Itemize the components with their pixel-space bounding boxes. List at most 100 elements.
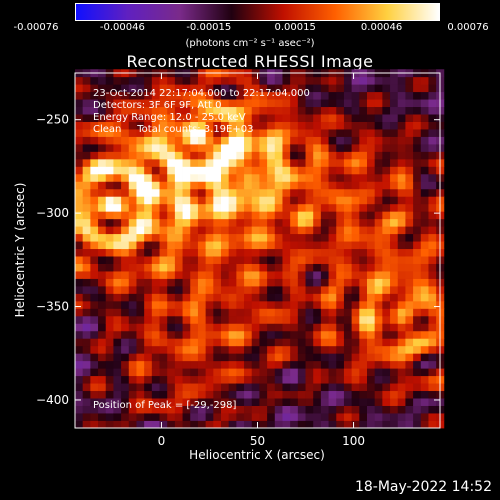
heatmap-cell xyxy=(82,323,91,332)
heatmap-cell xyxy=(151,121,160,130)
heatmap-cell xyxy=(267,76,276,85)
heatmap-cell xyxy=(197,248,207,257)
heatmap-cell xyxy=(144,211,153,220)
heatmap-cell xyxy=(390,330,399,339)
heatmap-cell xyxy=(405,196,414,205)
heatmap-cell xyxy=(359,405,368,414)
heatmap-cell xyxy=(128,144,137,152)
heatmap-cell xyxy=(351,144,360,152)
heatmap-cell xyxy=(405,390,414,399)
heatmap-cell xyxy=(313,241,322,250)
heatmap-cell xyxy=(367,121,376,130)
heatmap-cell xyxy=(197,278,207,287)
heatmap-cell xyxy=(313,413,322,421)
heatmap-cell xyxy=(320,353,329,362)
heatmap-cell xyxy=(113,218,122,227)
heatmap-cell xyxy=(190,151,199,160)
heatmap-cell xyxy=(397,330,406,339)
heatmap-cell xyxy=(90,353,99,362)
heatmap-cell xyxy=(336,181,345,190)
heatmap-cell xyxy=(182,398,191,406)
heatmap-cell xyxy=(390,368,399,377)
heatmap-cell xyxy=(128,368,137,377)
heatmap-cell xyxy=(236,308,245,317)
heatmap-cell xyxy=(328,188,337,197)
heatmap-cell xyxy=(151,196,160,205)
heatmap-cell xyxy=(420,308,429,317)
heatmap-cell xyxy=(336,241,345,250)
heatmap-cell xyxy=(121,76,130,85)
heatmap-cell xyxy=(221,106,230,115)
heatmap-cell xyxy=(213,129,222,137)
heatmap-cell xyxy=(336,308,345,317)
heatmap-cell xyxy=(428,271,437,279)
heatmap-cell xyxy=(413,211,422,220)
heatmap-cell xyxy=(121,151,130,160)
heatmap-cell xyxy=(274,136,283,145)
heatmap-cell xyxy=(413,256,422,264)
heatmap-cell xyxy=(390,420,399,429)
heatmap-cell xyxy=(390,323,399,332)
heatmap-cell xyxy=(244,158,253,167)
heatmap-cell xyxy=(359,114,368,122)
heatmap-cell xyxy=(105,151,114,160)
heatmap-cell xyxy=(213,188,222,197)
heatmap-cell xyxy=(290,241,299,250)
heatmap-cell xyxy=(397,293,406,302)
heatmap-cell xyxy=(305,256,314,264)
heatmap-cell xyxy=(413,233,422,242)
heatmap-cell xyxy=(259,188,268,197)
heatmap-cell xyxy=(320,345,329,354)
heatmap-cell xyxy=(167,106,176,115)
heatmap-cell xyxy=(213,144,222,152)
heatmap-cell xyxy=(221,99,230,108)
heatmap-cell xyxy=(151,136,160,145)
heatmap-cell xyxy=(228,405,237,414)
heatmap-cell xyxy=(205,114,214,122)
heatmap-cell xyxy=(290,151,299,160)
heatmap-cell xyxy=(313,166,322,175)
heatmap-cell xyxy=(144,106,153,115)
heatmap-cell xyxy=(167,158,176,167)
heatmap-cell xyxy=(228,91,237,100)
heatmap-cell xyxy=(428,233,437,242)
heatmap-cell xyxy=(428,308,437,317)
heatmap-cell xyxy=(405,271,414,279)
heatmap-cell xyxy=(128,211,137,220)
heatmap-cell xyxy=(390,398,399,406)
heatmap-cell xyxy=(359,300,368,309)
heatmap-cell xyxy=(367,278,376,287)
heatmap-cell xyxy=(297,353,306,362)
heatmap-cell xyxy=(351,286,360,294)
heatmap-cell xyxy=(343,315,353,324)
heatmap-cell xyxy=(367,323,376,332)
heatmap-cell xyxy=(90,151,99,160)
heatmap-cell xyxy=(374,114,383,122)
heatmap-cell xyxy=(105,383,114,392)
heatmap-cell xyxy=(251,300,260,309)
heatmap-cell xyxy=(428,121,437,130)
heatmap-cell xyxy=(374,248,383,257)
heatmap-cell xyxy=(228,121,237,130)
heatmap-cell xyxy=(182,293,191,302)
heatmap-cell xyxy=(105,211,114,220)
heatmap-cell xyxy=(75,218,84,227)
heatmap-cell xyxy=(374,158,383,167)
heatmap-cell xyxy=(105,144,114,152)
heatmap-cell xyxy=(236,241,245,250)
heatmap-cell xyxy=(144,315,153,324)
heatmap-cell xyxy=(282,188,291,197)
heatmap-cell xyxy=(182,181,191,190)
heatmap-cell xyxy=(343,129,353,137)
heatmap-cell xyxy=(374,315,383,324)
heatmap-cell xyxy=(128,76,137,85)
heatmap-cell xyxy=(174,263,183,272)
heatmap-cell xyxy=(190,315,199,324)
heatmap-cell xyxy=(351,121,360,130)
heatmap-cell xyxy=(151,91,160,100)
heatmap-cell xyxy=(282,181,291,190)
heatmap-cell xyxy=(282,196,291,205)
heatmap-cell xyxy=(297,375,306,384)
heatmap-cell xyxy=(267,248,276,257)
heatmap-cell xyxy=(98,144,107,152)
